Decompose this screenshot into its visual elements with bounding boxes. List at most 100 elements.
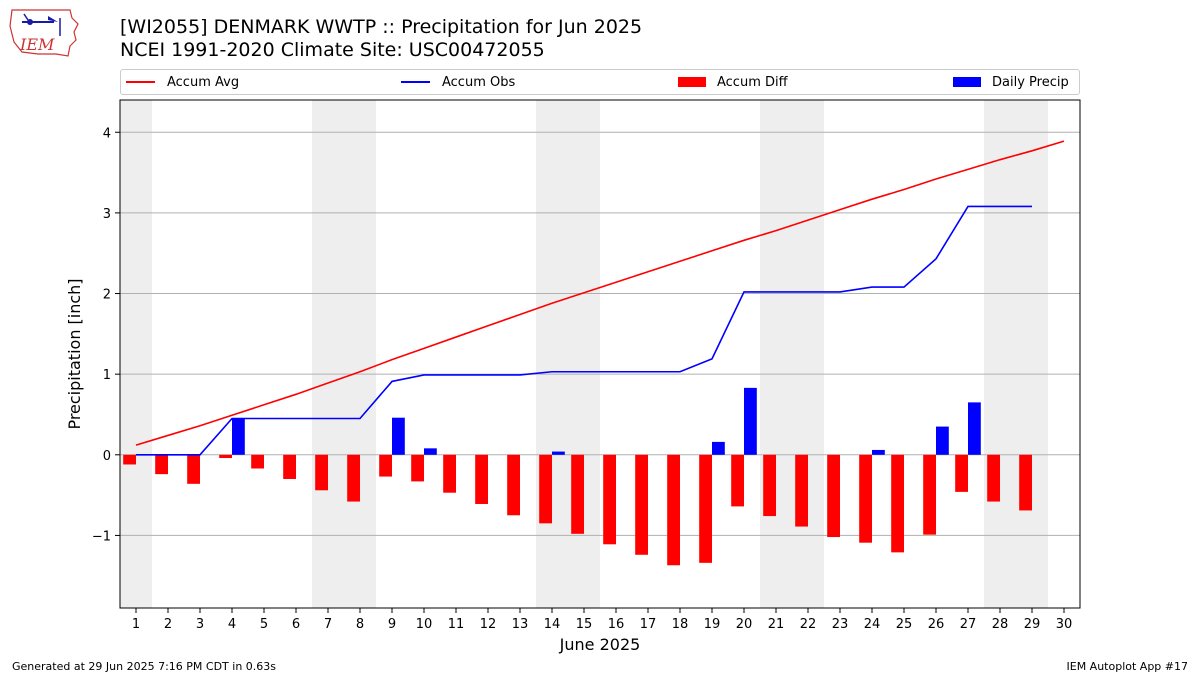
x-tick-label-8: 8 (356, 617, 364, 632)
daily-precip-bar-day-9 (392, 417, 405, 455)
x-tick-label-5: 5 (260, 617, 268, 632)
legend-item-accum-obs: Accum Obs (401, 70, 515, 94)
accum-diff-bar-day-7 (315, 454, 328, 491)
x-tick-label-23: 23 (832, 617, 849, 632)
x-tick-label-3: 3 (196, 617, 204, 632)
y-tick-label-1: 1 (103, 368, 111, 383)
daily-precip-bar-day-20 (744, 387, 757, 455)
y-tick-label-2: 2 (103, 288, 111, 303)
accum-diff-bar-day-8 (347, 454, 360, 502)
x-tick-label-25: 25 (896, 617, 913, 632)
x-tick-label-12: 12 (480, 617, 497, 632)
x-tick-label-24: 24 (864, 617, 881, 632)
x-tick-label-2: 2 (164, 617, 172, 632)
legend-item-accum-avg: Accum Avg (126, 70, 239, 94)
x-tick-label-14: 14 (544, 617, 561, 632)
accum-diff-bar-day-27 (955, 454, 968, 492)
accum-diff-bar-day-18 (667, 454, 680, 566)
accum-diff-bar-day-1 (123, 454, 136, 465)
daily-precip-bar-day-14 (552, 451, 565, 455)
accum-diff-bar-day-13 (507, 454, 520, 516)
daily-precip-bar-day-26 (936, 426, 949, 455)
x-tick-label-30: 30 (1056, 617, 1073, 632)
x-tick-label-17: 17 (640, 617, 657, 632)
accum-diff-bar-day-15 (571, 454, 584, 534)
footer-generated: Generated at 29 Jun 2025 7:16 PM CDT in … (12, 660, 277, 673)
accum-diff-bar-day-12 (475, 454, 488, 504)
x-tick-label-1: 1 (132, 617, 140, 632)
x-tick-label-7: 7 (324, 617, 332, 632)
daily-precip-bar-day-24 (872, 449, 885, 455)
accum-diff-bar-day-24 (859, 454, 872, 543)
plot-frame (119, 99, 1081, 609)
x-tick-label-15: 15 (576, 617, 593, 632)
accum-diff-bar-day-2 (155, 454, 168, 475)
accum-diff-bar-day-16 (603, 454, 616, 545)
accum-diff-bar-day-9 (379, 454, 392, 477)
weekend-shade-2 (536, 100, 600, 608)
accum-diff-bar-day-19 (699, 454, 712, 563)
accum-diff-bar-day-11 (443, 454, 456, 493)
accum-diff-bar-day-28 (987, 454, 1000, 502)
y-tick-label-3: 3 (103, 207, 111, 222)
legend-swatch-accum-diff (678, 77, 706, 87)
legend-swatch-accum-obs (401, 81, 430, 83)
accum-diff-bar-day-21 (763, 454, 776, 517)
legend-item-accum-diff: Accum Diff (678, 70, 788, 94)
x-tick-label-10: 10 (416, 617, 433, 632)
daily-precip-bar-day-19 (712, 441, 725, 455)
weekend-shade-3 (760, 100, 824, 608)
x-tick-label-18: 18 (672, 617, 689, 632)
y-tick-label-0: 0 (103, 449, 111, 464)
daily-precip-bar-day-10 (424, 448, 437, 455)
legend-swatch-daily-precip (953, 77, 981, 87)
weekend-shade-0 (120, 100, 152, 608)
legend-label-accum-diff: Accum Diff (717, 74, 788, 90)
iem-logo: IEM (8, 6, 80, 60)
x-tick-label-20: 20 (736, 617, 753, 632)
x-tick-label-22: 22 (800, 617, 817, 632)
footer-app: IEM Autoplot App #17 (1066, 660, 1189, 673)
x-tick-label-9: 9 (388, 617, 396, 632)
daily-precip-bar-day-4 (232, 418, 245, 455)
legend: Accum Avg Accum Obs Accum Diff Daily Pre… (120, 69, 1080, 95)
accum-diff-bar-day-4 (219, 454, 232, 459)
accum-diff-bar-day-29 (1019, 454, 1032, 511)
accum-diff-bar-day-6 (283, 454, 296, 479)
accum-diff-bar-day-26 (923, 454, 936, 535)
accum-diff-bar-day-3 (187, 454, 200, 484)
weekend-shade-1 (312, 100, 376, 608)
x-tick-label-4: 4 (228, 617, 236, 632)
y-axis-label: Precipitation [inch] (65, 278, 84, 429)
x-tick-label-13: 13 (512, 617, 529, 632)
x-tick-label-19: 19 (704, 617, 721, 632)
legend-swatch-accum-avg (126, 81, 155, 83)
logo-text: IEM (19, 35, 55, 54)
legend-label-daily-precip: Daily Precip (992, 74, 1069, 90)
accum-diff-bar-day-17 (635, 454, 648, 555)
accum-diff-bar-day-22 (795, 454, 808, 527)
accum-diff-bar-day-25 (891, 454, 904, 553)
legend-label-accum-obs: Accum Obs (442, 74, 516, 90)
legend-item-daily-precip: Daily Precip (953, 70, 1069, 94)
y-tick-label--1: −1 (92, 529, 111, 544)
accum-diff-bar-day-10 (411, 454, 424, 482)
x-tick-label-27: 27 (960, 617, 977, 632)
legend-label-accum-avg: Accum Avg (167, 74, 240, 90)
accum-diff-bar-day-23 (827, 454, 840, 538)
x-tick-label-29: 29 (1024, 617, 1041, 632)
chart-title: [WI2055] DENMARK WWTP :: Precipitation f… (120, 16, 643, 38)
accum-diff-bar-day-20 (731, 454, 744, 507)
x-tick-label-21: 21 (768, 617, 785, 632)
weekend-shade-4 (984, 100, 1048, 608)
accum-diff-bar-day-14 (539, 454, 552, 524)
chart-subtitle: NCEI 1991-2020 Climate Site: USC00472055 (120, 39, 545, 61)
x-tick-label-28: 28 (992, 617, 1009, 632)
x-tick-label-11: 11 (448, 617, 465, 632)
x-tick-label-26: 26 (928, 617, 945, 632)
x-tick-label-6: 6 (292, 617, 300, 632)
daily-precip-bar-day-27 (968, 402, 981, 455)
x-axis-label: June 2025 (559, 635, 641, 654)
x-tick-label-16: 16 (608, 617, 625, 632)
